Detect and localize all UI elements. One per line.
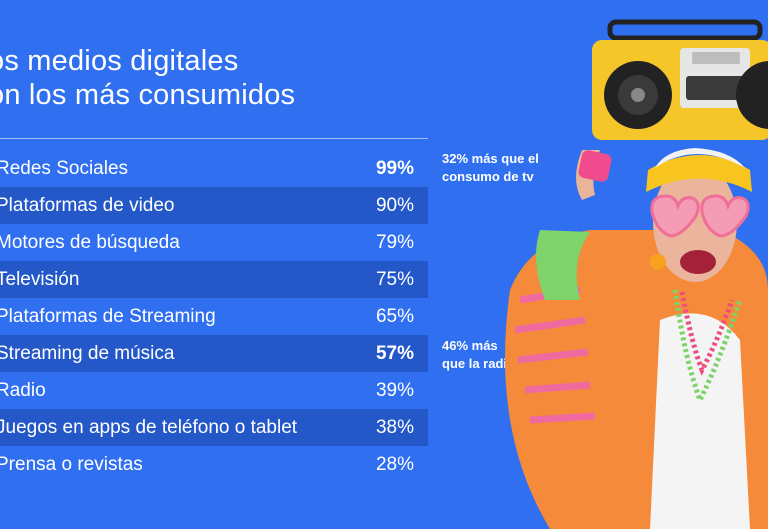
row-label: Prensa o revistas [0, 454, 143, 475]
title-line-1: os medios digitales [0, 45, 239, 77]
annotation-music-line-2: que la radio [442, 356, 515, 371]
table-row: Juegos en apps de teléfono o tablet 38% [0, 409, 428, 446]
row-label: Radio [0, 380, 46, 401]
title-line-2: on los más consumidos [0, 79, 296, 111]
row-value: 39% [375, 380, 414, 401]
row-label: Juegos en apps de teléfono o tablet [0, 417, 298, 438]
boombox-speaker-left-center [631, 88, 645, 102]
row-value: 38% [375, 417, 414, 438]
annotation-social-line-1: 32% más que el [442, 151, 539, 166]
table-row: Radio 39% [0, 372, 428, 409]
table-row: Streaming de música 57% [0, 335, 428, 372]
boombox-speaker-right [736, 61, 768, 129]
boombox-buttons [692, 52, 740, 64]
earring [650, 254, 666, 270]
row-value: 28% [375, 454, 414, 475]
annotation-social: 32% más que el consumo de tv [442, 150, 539, 186]
row-label: Plataformas de Streaming [0, 306, 216, 327]
page-title: os medios digitales on los más consumido… [0, 44, 295, 112]
table-row: Prensa o revistas 28% [0, 446, 428, 483]
row-label: Plataformas de video [0, 195, 175, 216]
white-shirt [650, 313, 750, 529]
boombox-cassette [686, 76, 744, 100]
jacket-collar [536, 230, 590, 300]
pink-wristband [578, 150, 612, 182]
annotation-social-line-2: consumo de tv [442, 169, 534, 184]
necklace-pink [679, 291, 735, 376]
annotation-music-line-1: 46% más [442, 338, 498, 353]
row-value: 57% [375, 343, 414, 364]
heart-glasses-left [650, 194, 700, 238]
annotation-music: 46% más que la radio [442, 337, 515, 373]
row-label: Redes Sociales [0, 158, 129, 179]
mouth [680, 250, 716, 274]
row-value: 75% [375, 269, 414, 290]
heart-glasses-right [700, 194, 750, 238]
row-label: Televisión [0, 269, 80, 290]
row-label: Motores de búsqueda [0, 232, 180, 253]
headband [646, 155, 752, 192]
row-label: Streaming de música [0, 343, 175, 364]
title-divider [0, 138, 428, 139]
row-value: 65% [375, 306, 414, 327]
hair [655, 148, 745, 168]
face [653, 162, 737, 282]
table-row: Plataformas de video 90% [0, 187, 428, 224]
table-row: Redes Sociales 99% [0, 150, 428, 187]
table-row: Motores de búsqueda 79% [0, 224, 428, 261]
row-value: 99% [375, 158, 414, 179]
row-value: 90% [375, 195, 414, 216]
table-row: Plataformas de Streaming 65% [0, 298, 428, 335]
boombox-handle [607, 19, 763, 41]
row-value: 79% [375, 232, 414, 253]
woman-with-boombox-photo [505, 19, 768, 529]
media-consumption-table: Redes Sociales 99% Plataformas de video 90%… [0, 150, 428, 483]
table-row: Televisión 75% [0, 261, 428, 298]
